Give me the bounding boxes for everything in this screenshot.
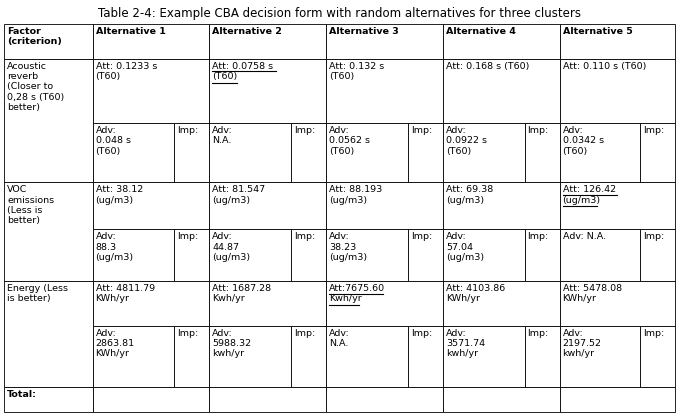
Text: Imp:: Imp: — [644, 126, 665, 135]
Bar — [559, 24, 675, 59]
Text: Att: 4103.86
KWh/yr: Att: 4103.86 KWh/yr — [446, 284, 505, 304]
Bar — [559, 387, 675, 412]
Text: Att: 4811.79
KWh/yr: Att: 4811.79 KWh/yr — [96, 284, 155, 304]
Text: Imp:: Imp: — [411, 232, 432, 241]
Bar — [209, 182, 326, 229]
Text: Att: 126.42
(ug/m3): Att: 126.42 (ug/m3) — [563, 185, 616, 205]
Text: Att: 1687.28
Kwh/yr: Att: 1687.28 Kwh/yr — [213, 284, 272, 304]
Text: Att: 88.193
(ug/m3): Att: 88.193 (ug/m3) — [329, 185, 382, 205]
Text: Adv:
0.0922 s
(T60): Adv: 0.0922 s (T60) — [446, 126, 487, 156]
Text: Table 2-4: Example CBA decision form with random alternatives for three clusters: Table 2-4: Example CBA decision form wit… — [98, 7, 581, 20]
Text: VOC
emissions
(Less is
better): VOC emissions (Less is better) — [7, 185, 54, 225]
Text: Att: 0.168 s (T60): Att: 0.168 s (T60) — [446, 62, 529, 70]
Bar — [408, 326, 443, 387]
Bar — [4, 24, 92, 59]
Bar — [326, 123, 408, 182]
Text: Imp:: Imp: — [294, 329, 315, 337]
Bar — [559, 229, 640, 281]
Text: Imp:: Imp: — [294, 232, 315, 241]
Text: Imp:: Imp: — [294, 126, 315, 135]
Bar — [209, 281, 326, 326]
Bar — [443, 281, 559, 326]
Bar — [175, 229, 209, 281]
Bar — [443, 123, 525, 182]
Text: Adv:
44.87
(ug/m3): Adv: 44.87 (ug/m3) — [213, 232, 251, 262]
Bar — [559, 281, 675, 326]
Bar — [92, 123, 175, 182]
Bar — [326, 281, 443, 326]
Bar — [525, 123, 559, 182]
Bar — [291, 229, 326, 281]
Bar — [640, 123, 675, 182]
Bar — [92, 326, 175, 387]
Bar — [559, 123, 640, 182]
Text: Adv:
5988.32
kwh/yr: Adv: 5988.32 kwh/yr — [213, 329, 251, 358]
Text: Adv:
88.3
(ug/m3): Adv: 88.3 (ug/m3) — [96, 232, 134, 262]
Text: Alternative 5: Alternative 5 — [563, 27, 632, 36]
Text: Adv:
2197.52
kwh/yr: Adv: 2197.52 kwh/yr — [563, 329, 602, 358]
Text: Alternative 2: Alternative 2 — [213, 27, 282, 36]
Text: Att: 0.110 s (T60): Att: 0.110 s (T60) — [563, 62, 646, 70]
Bar — [326, 326, 408, 387]
Text: Att: 0.132 s
(T60): Att: 0.132 s (T60) — [329, 62, 384, 81]
Bar — [640, 326, 675, 387]
Text: Imp:: Imp: — [528, 232, 549, 241]
Bar — [326, 24, 443, 59]
Text: Att: 38.12
(ug/m3): Att: 38.12 (ug/m3) — [96, 185, 143, 205]
Text: Att: 69.38
(ug/m3): Att: 69.38 (ug/m3) — [446, 185, 493, 205]
Bar — [209, 59, 326, 123]
Bar — [4, 59, 92, 182]
Bar — [408, 123, 443, 182]
Bar — [92, 387, 209, 412]
Bar — [559, 59, 675, 123]
Text: Imp:: Imp: — [177, 126, 198, 135]
Bar — [291, 123, 326, 182]
Text: Energy (Less
is better): Energy (Less is better) — [7, 284, 68, 304]
Text: Att:7675.60
Kwh/yr: Att:7675.60 Kwh/yr — [329, 284, 385, 304]
Bar — [443, 24, 559, 59]
Text: Adv:
0.0562 s
(T60): Adv: 0.0562 s (T60) — [329, 126, 370, 156]
Text: Adv:
0.048 s
(T60): Adv: 0.048 s (T60) — [96, 126, 130, 156]
Text: Imp:: Imp: — [528, 329, 549, 337]
Bar — [443, 182, 559, 229]
Bar — [640, 229, 675, 281]
Text: Adv:
38.23
(ug/m3): Adv: 38.23 (ug/m3) — [329, 232, 367, 262]
Bar — [92, 229, 175, 281]
Text: Factor
(criterion): Factor (criterion) — [7, 27, 62, 46]
Text: Adv:
N.A.: Adv: N.A. — [329, 329, 350, 348]
Text: Att: 81.547
(ug/m3): Att: 81.547 (ug/m3) — [213, 185, 265, 205]
Text: Alternative 3: Alternative 3 — [329, 27, 399, 36]
Text: Adv:
3571.74
kwh/yr: Adv: 3571.74 kwh/yr — [446, 329, 485, 358]
Text: Alternative 4: Alternative 4 — [446, 27, 516, 36]
Bar — [209, 229, 291, 281]
Bar — [175, 123, 209, 182]
Text: Imp:: Imp: — [528, 126, 549, 135]
Bar — [559, 182, 675, 229]
Text: Adv:
2863.81
KWh/yr: Adv: 2863.81 KWh/yr — [96, 329, 134, 358]
Bar — [326, 387, 443, 412]
Text: Adv:
0.0342 s
(T60): Adv: 0.0342 s (T60) — [563, 126, 604, 156]
Text: Acoustic
reverb
(Closer to
0,28 s (T60)
better): Acoustic reverb (Closer to 0,28 s (T60) … — [7, 62, 65, 112]
Bar — [92, 59, 209, 123]
Bar — [525, 326, 559, 387]
Text: Imp:: Imp: — [411, 329, 432, 337]
Bar — [326, 59, 443, 123]
Bar — [209, 24, 326, 59]
Bar — [209, 326, 291, 387]
Bar — [4, 182, 92, 281]
Bar — [326, 229, 408, 281]
Text: Att: 0.1233 s
(T60): Att: 0.1233 s (T60) — [96, 62, 157, 81]
Text: Adv:
57.04
(ug/m3): Adv: 57.04 (ug/m3) — [446, 232, 484, 262]
Bar — [4, 387, 92, 412]
Text: Imp:: Imp: — [177, 329, 198, 337]
Bar — [92, 182, 209, 229]
Text: Imp:: Imp: — [644, 232, 665, 241]
Bar — [291, 326, 326, 387]
Bar — [175, 326, 209, 387]
Bar — [408, 229, 443, 281]
Bar — [92, 281, 209, 326]
Text: Adv:
N.A.: Adv: N.A. — [213, 126, 233, 145]
Text: Imp:: Imp: — [411, 126, 432, 135]
Text: Att: 5478.08
KWh/yr: Att: 5478.08 KWh/yr — [563, 284, 622, 304]
Text: Att: 0.0758 s
(T60): Att: 0.0758 s (T60) — [213, 62, 274, 81]
